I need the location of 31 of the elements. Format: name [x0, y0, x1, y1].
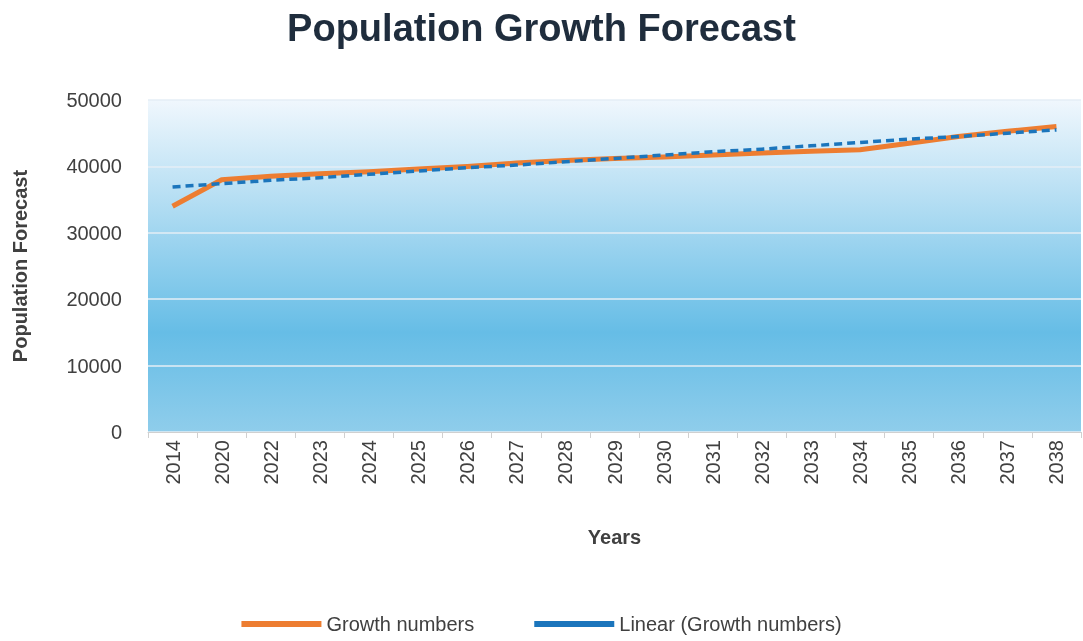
line-series	[170, 128, 1059, 189]
x-tick-label: 2028	[554, 440, 577, 485]
x-tick-label: 2027	[505, 440, 528, 485]
y-tick-label: 30000	[66, 221, 122, 244]
x-tick-label: 2026	[456, 440, 479, 485]
x-tick-label: 2034	[849, 440, 872, 485]
y-tick-label: 50000	[66, 89, 122, 111]
x-tick-label: 2022	[259, 440, 282, 485]
x-tick-label: 2029	[603, 440, 626, 485]
x-tick-label: 2030	[652, 440, 675, 485]
x-tick-label: 2037	[996, 440, 1019, 485]
x-tick-label: 2014	[161, 440, 184, 485]
x-tick-label: 2032	[750, 440, 773, 485]
x-tick-label: 2031	[701, 440, 724, 485]
legend-label: Growth numbers	[326, 613, 475, 635]
y-tick-label: 20000	[66, 288, 122, 311]
x-tick-label: 2035	[898, 440, 921, 485]
x-tick-label: 2024	[357, 440, 380, 485]
x-tick-label: 2036	[947, 440, 970, 485]
y-tick-label: 0	[110, 421, 122, 443]
x-tick-label: 2038	[1045, 440, 1068, 485]
chart-title: Population Growth Forecast	[287, 7, 797, 49]
y-axis-title: Population Forecast	[9, 169, 31, 363]
x-tick-label: 2023	[308, 440, 331, 485]
legend-label: Linear (Growth numbers)	[619, 613, 842, 635]
x-tick-label: 2033	[799, 440, 822, 485]
x-tick-label: 2025	[407, 440, 430, 485]
y-tick-label: 10000	[66, 354, 122, 377]
y-tick-label: 40000	[66, 155, 122, 178]
x-axis-title: Years	[587, 526, 642, 548]
x-tick-label: 2020	[210, 440, 233, 485]
